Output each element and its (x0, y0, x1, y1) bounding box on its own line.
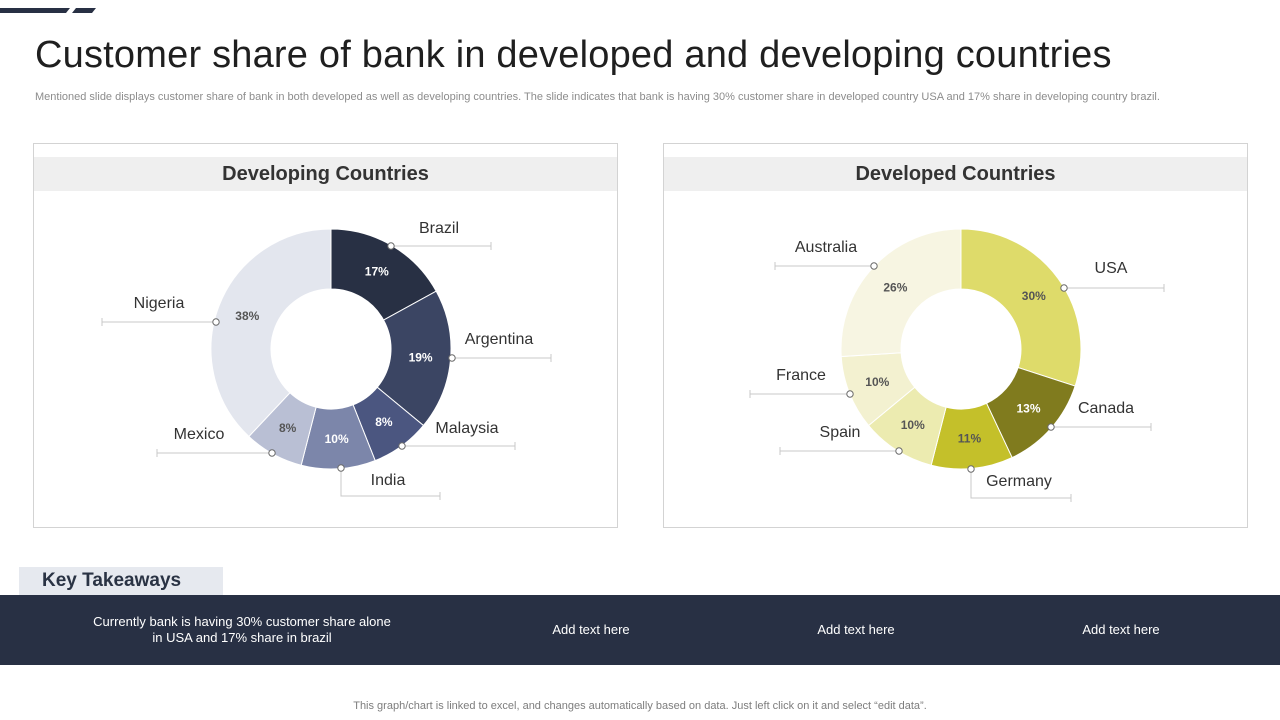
leader-dot-mexico (268, 449, 276, 457)
footer-note: This graph/chart is linked to excel, and… (353, 700, 927, 712)
category-label-usa: USA (1095, 260, 1128, 277)
leader-dot-nigeria (212, 318, 220, 326)
developed-countries-donut-chart[interactable]: 30% 13% 11% 10% 10% 26% USA Canada Germany Spain F… (664, 144, 1249, 529)
corner-accent-mark (0, 0, 96, 13)
leader-dot-australia (870, 262, 878, 270)
data-label-canada: 13% (1016, 402, 1040, 416)
takeaway-text-3: Add text here (817, 622, 895, 637)
key-takeaways-bar: Currently bank is having 30% customer sh… (0, 595, 1280, 665)
donut-slice-australia[interactable] (840, 228, 962, 358)
data-label-mexico: 8% (279, 421, 297, 435)
data-label-spain: 10% (901, 418, 925, 432)
leader-dot-france (846, 390, 854, 398)
page-subtitle: Mentioned slide displays customer share … (35, 91, 1160, 103)
category-label-nigeria: Nigeria (134, 295, 185, 312)
leader-line-germany (970, 469, 1071, 499)
donut-slice-usa[interactable] (960, 228, 1082, 387)
leader-dot-usa (1060, 284, 1068, 292)
donut-slice-nigeria[interactable] (210, 228, 332, 438)
category-label-malaysia: Malaysia (435, 420, 498, 437)
category-label-mexico: Mexico (174, 426, 225, 443)
takeaway-text-1: Currently bank is having 30% customer sh… (93, 614, 391, 645)
takeaway-text-4: Add text here (1082, 622, 1160, 637)
takeaway-text-2: Add text here (552, 622, 630, 637)
category-label-france: France (776, 367, 826, 384)
leader-dot-germany (967, 465, 975, 473)
category-label-argentina: Argentina (465, 331, 534, 348)
leader-line-india (340, 468, 440, 497)
leader-dot-spain (895, 447, 903, 455)
data-label-france: 10% (865, 375, 889, 389)
data-label-usa: 30% (1022, 289, 1046, 303)
page-title: Customer share of bank in developed and … (35, 34, 1112, 76)
key-takeaways-heading: Key Takeaways (19, 567, 223, 595)
data-label-argentina: 19% (409, 350, 433, 364)
leader-dot-argentina (448, 354, 456, 362)
leader-dot-malaysia (398, 442, 406, 450)
donut-slice-brazil[interactable] (330, 228, 437, 321)
category-label-canada: Canada (1078, 400, 1134, 417)
developing-countries-chart-title: Developing Countries (34, 157, 617, 191)
leader-dot-brazil (387, 242, 395, 250)
developing-countries-panel: Developing Countries 17% 19% 8% 10% 8% 38% Bra… (33, 143, 618, 528)
category-label-brazil: Brazil (419, 220, 459, 237)
data-label-malaysia: 8% (375, 415, 393, 429)
data-label-nigeria: 38% (235, 309, 259, 323)
developing-countries-donut-chart[interactable]: 17% 19% 8% 10% 8% 38% Brazil Argentina Malaysia I… (34, 144, 619, 529)
category-label-germany: Germany (986, 473, 1052, 490)
data-label-india: 10% (325, 432, 349, 446)
data-label-australia: 26% (883, 280, 907, 294)
developed-countries-panel: Developed Countries 30% 13% 11% 10% 10% 26% US… (663, 143, 1248, 528)
leader-dot-india (337, 464, 345, 472)
category-label-spain: Spain (820, 424, 861, 441)
category-label-australia: Australia (795, 239, 857, 256)
data-label-germany: 11% (958, 432, 982, 446)
category-label-india: India (371, 472, 406, 489)
leader-dot-canada (1047, 423, 1055, 431)
developed-countries-chart-title: Developed Countries (664, 157, 1247, 191)
data-label-brazil: 17% (365, 265, 389, 279)
